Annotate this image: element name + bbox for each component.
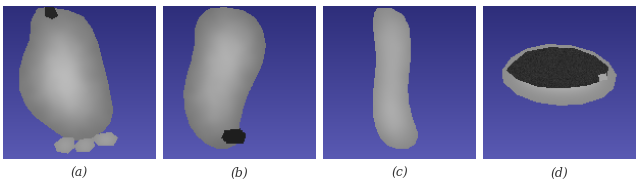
Text: (d): (d) [550, 167, 568, 180]
Text: (c): (c) [391, 167, 408, 180]
Text: (a): (a) [71, 167, 88, 180]
Text: (b): (b) [230, 167, 248, 180]
